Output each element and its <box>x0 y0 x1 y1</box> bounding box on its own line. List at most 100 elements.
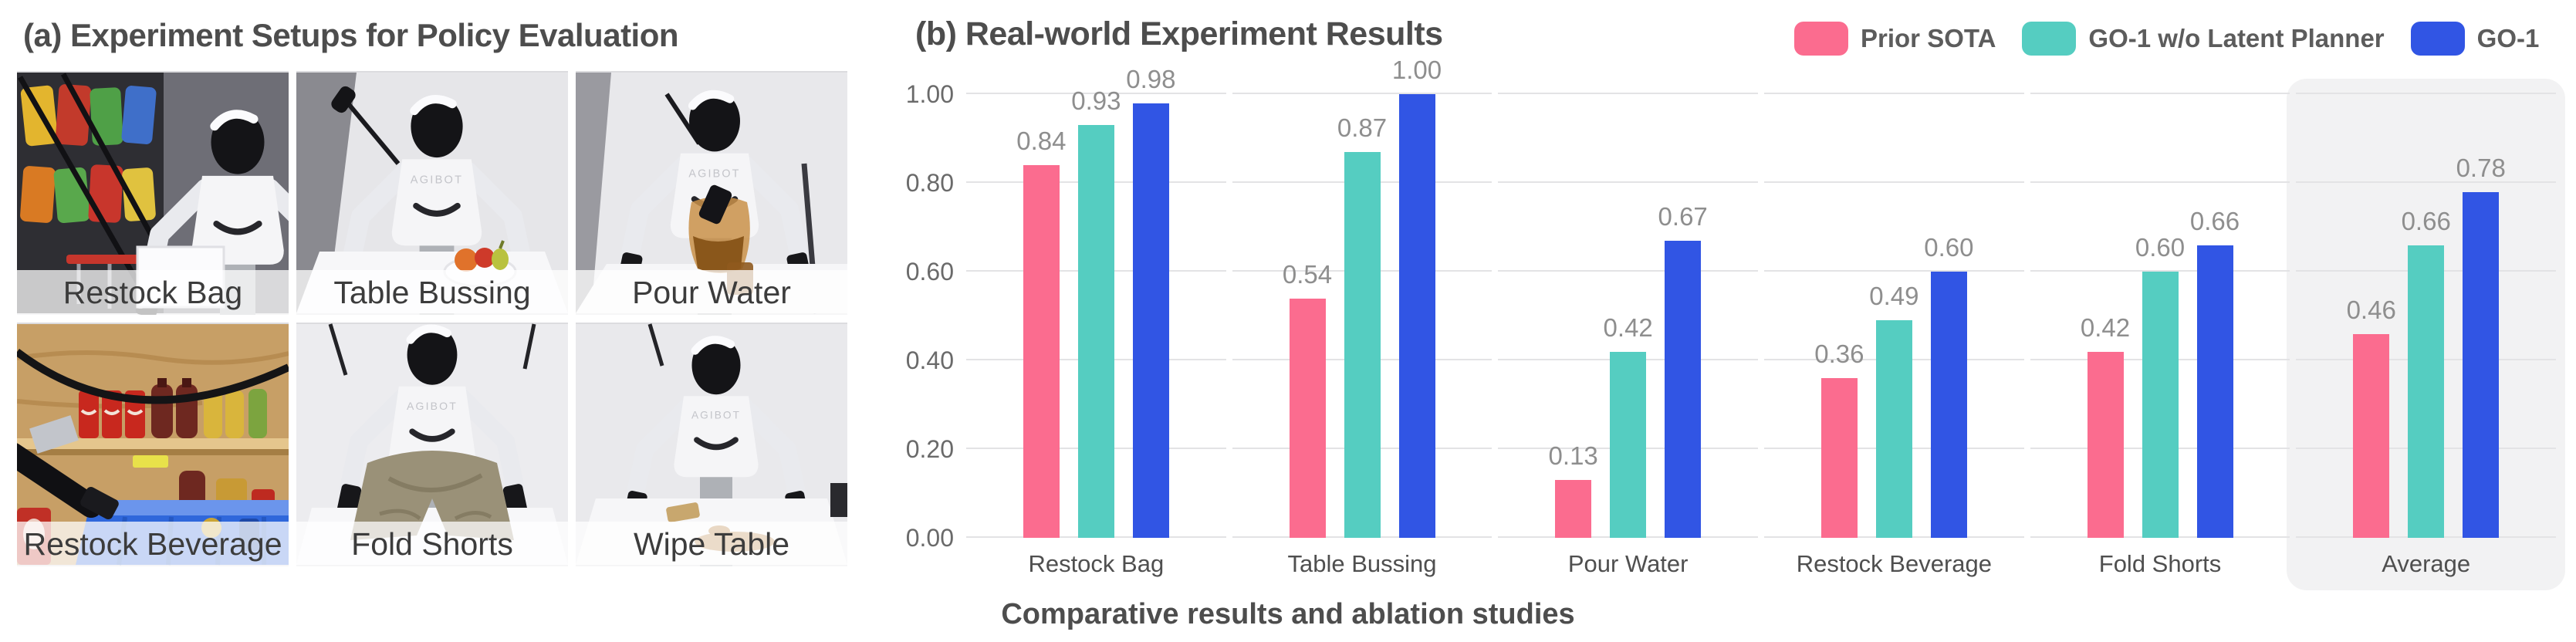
setup-photo-grid: Restock Bag AGIBOT <box>17 71 847 566</box>
bar-slot-go-1: 0.67 <box>1658 94 1708 538</box>
bar-value-label: 0.66 <box>2401 206 2451 235</box>
bar-value-label: 0.66 <box>2189 206 2240 235</box>
robot-brand-text: AGIBOT <box>407 400 458 412</box>
photo-caption: Restock Beverage <box>17 522 289 566</box>
robot-brand-text: AGIBOT <box>691 410 741 421</box>
bar-prior-sota-pour-water <box>1555 480 1592 538</box>
gridline <box>1764 181 2024 183</box>
bar-go-1-fold-shorts <box>2196 245 2233 538</box>
bar-prior-sota-average <box>2353 333 2390 538</box>
bar-value-label: 0.54 <box>1282 259 1333 289</box>
bar-go-1-w-o-latent-planner-table-bussing <box>1344 151 1381 538</box>
gridline <box>2030 181 2290 183</box>
bar-slot-prior-sota: 0.13 <box>1549 94 1598 538</box>
bar-go-1-w-o-latent-planner-restock-beverage <box>1875 320 1912 538</box>
category-label-restock-bag: Restock Bag <box>1028 550 1165 577</box>
bar-value-label: 0.60 <box>2135 233 2186 262</box>
plot-area: 0.84 0.93 0.98 Restock Bag 0.54 0.87 1.00 Table… <box>966 56 2565 590</box>
photo-caption: Restock Bag <box>17 270 289 315</box>
gridline <box>1498 93 1759 94</box>
bar-slot-go-1-w-o-latent-planner: 0.87 <box>1337 94 1387 538</box>
bar-prior-sota-fold-shorts <box>2087 351 2124 538</box>
y-tick: 0.00 <box>905 524 954 552</box>
photo-caption: Wipe Table <box>576 522 847 566</box>
bar-slot-prior-sota: 0.84 <box>1016 94 1066 538</box>
legend-swatch-prior-sota <box>1794 22 1848 56</box>
bar-value-label: 0.49 <box>1869 282 1919 311</box>
chart-panel-fold-shorts: 0.42 0.60 0.66 Fold Shorts <box>2030 93 2290 577</box>
photo-table-bussing: AGIBOT Table Bussing <box>296 71 568 315</box>
bar-value-label: 0.87 <box>1337 113 1388 142</box>
gridline <box>2030 270 2290 272</box>
bar-go-1-w-o-latent-planner-fold-shorts <box>2142 272 2179 538</box>
gridline <box>2296 93 2557 94</box>
y-tick: 0.20 <box>905 435 954 463</box>
bar-group-average: 0.46 0.66 0.78 <box>2296 94 2556 538</box>
bar-prior-sota-restock-bag <box>1023 165 1060 538</box>
bar-value-label: 0.98 <box>1126 64 1176 93</box>
bar-slot-go-1: 0.78 <box>2456 94 2506 538</box>
legend-item-go1: GO-1 <box>2410 22 2539 56</box>
bar-value-label: 0.42 <box>2080 313 2131 342</box>
category-label-pour-water: Pour Water <box>1567 550 1689 577</box>
bar-value-label: 0.78 <box>2456 153 2506 182</box>
bar-value-label: 0.67 <box>1658 201 1708 231</box>
gridline <box>1764 93 2024 94</box>
gridline <box>2030 93 2290 94</box>
robot-brand-text: AGIBOT <box>688 167 740 180</box>
photo-restock-bag: Restock Bag <box>17 71 289 315</box>
bar-go-1-table-bussing <box>1398 94 1435 538</box>
bar-value-label: 0.93 <box>1071 86 1121 116</box>
bar-slot-go-1-w-o-latent-planner: 0.49 <box>1869 94 1918 538</box>
restock-bag-illustration <box>17 73 289 315</box>
figure-caption: Comparative results and ablation studies <box>1001 598 1575 630</box>
bar-go-1-average <box>2463 191 2500 538</box>
y-tick: 1.00 <box>905 80 954 108</box>
legend-swatch-go1-wo-latent-planner <box>2022 22 2077 56</box>
chart-legend: Prior SOTA GO-1 w/o Latent Planner GO-1 <box>1794 22 2539 56</box>
photo-fold-shorts: AGIBOT Fold Shorts <box>296 323 568 566</box>
bar-value-label: 0.84 <box>1016 127 1067 155</box>
robot-brand-text: AGIBOT <box>411 174 463 187</box>
chart-panel-restock-beverage: 0.36 0.49 0.60 Restock Beverage <box>1764 93 2024 577</box>
gridline <box>1498 181 1759 183</box>
chart-panel-pour-water: 0.13 0.42 0.67 Pour Water <box>1498 93 1759 577</box>
bar-slot-go-1-w-o-latent-planner: 0.93 <box>1071 86 1121 538</box>
chart-panel-restock-bag: 0.84 0.93 0.98 Restock Bag <box>966 65 1226 577</box>
bar-slot-go-1: 0.98 <box>1126 65 1175 538</box>
bar-group-restock-beverage: 0.36 0.49 0.60 <box>1764 94 2024 538</box>
bar-value-label: 0.42 <box>1603 313 1653 342</box>
photo-wipe-table: AGIBOT Wipe Table <box>576 323 847 566</box>
gridline <box>2296 181 2557 183</box>
bar-prior-sota-table-bussing <box>1289 298 1326 538</box>
category-label-restock-beverage: Restock Beverage <box>1796 550 1992 577</box>
photo-restock-beverage: Restock Beverage <box>17 323 289 566</box>
bar-value-label: 1.00 <box>1391 56 1442 84</box>
gridline <box>1498 270 1759 272</box>
bar-slot-go-1: 0.66 <box>2190 94 2240 538</box>
section-b-title: (b) Real-world Experiment Results <box>915 15 1443 52</box>
bar-value-label: 0.46 <box>2346 295 2396 324</box>
bar-value-label: 0.60 <box>1924 233 1974 262</box>
y-tick: 0.80 <box>905 169 954 197</box>
bar-go-1-restock-bag <box>1132 103 1169 538</box>
category-label-fold-shorts: Fold Shorts <box>2098 550 2222 577</box>
legend-swatch-go1 <box>2410 22 2465 56</box>
bar-go-1-restock-beverage <box>1930 272 1967 538</box>
chart-panel-table-bussing: 0.54 0.87 1.00 Table Bussing <box>1232 56 1493 577</box>
bar-group-table-bussing: 0.54 0.87 1.00 <box>1232 56 1493 538</box>
bar-slot-prior-sota: 0.36 <box>1814 94 1864 538</box>
legend-item-go1-wo-latent-planner: GO-1 w/o Latent Planner <box>2022 22 2385 56</box>
bar-value-label: 0.13 <box>1548 441 1598 471</box>
category-label-average: Average <box>2382 550 2471 577</box>
bar-go-1-w-o-latent-planner-pour-water <box>1610 351 1647 538</box>
legend-item-prior-sota: Prior SOTA <box>1794 22 1996 56</box>
bar-value-label: 0.36 <box>1814 340 1864 368</box>
y-tick: 0.60 <box>905 258 954 286</box>
bar-group-pour-water: 0.13 0.42 0.67 <box>1498 94 1758 538</box>
photo-caption: Pour Water <box>576 270 847 315</box>
photo-pour-water: AGIBOT Pour Water <box>576 71 847 315</box>
bar-slot-go-1-w-o-latent-planner: 0.66 <box>2402 94 2451 538</box>
bar-slot-go-1: 1.00 <box>1392 56 1442 538</box>
